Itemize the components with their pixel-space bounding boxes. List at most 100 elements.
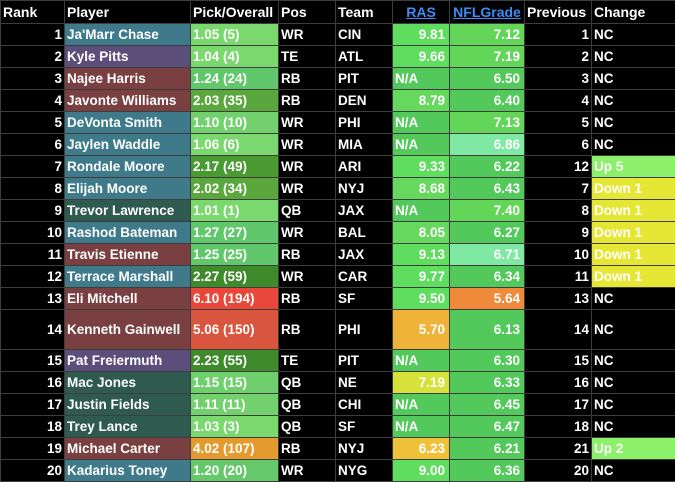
position-cell: QB xyxy=(278,199,336,222)
header-rank: Rank xyxy=(0,0,65,24)
previous-cell: 20 xyxy=(524,459,592,482)
ras-cell: 9.13 xyxy=(392,243,450,266)
table-row: 8 Elijah Moore 2.02 (34) WR NYJ 8.68 6.43 7 Down… xyxy=(0,177,675,200)
player-cell: Pat Freiermuth xyxy=(64,349,191,372)
position-cell: WR xyxy=(278,155,336,178)
pick-cell: 1.15 (15) xyxy=(190,371,279,394)
previous-cell: 14 xyxy=(524,309,592,350)
previous-cell: 16 xyxy=(524,371,592,394)
ras-cell: N/A xyxy=(392,199,450,222)
player-cell: Rondale Moore xyxy=(64,155,191,178)
header-player: Player xyxy=(64,0,191,24)
rank-cell: 18 xyxy=(0,415,65,438)
pick-cell: 1.01 (1) xyxy=(190,199,279,222)
pick-cell: 6.10 (194) xyxy=(190,287,279,310)
nflgrade-cell: 6.86 xyxy=(449,133,525,156)
player-cell: DeVonta Smith xyxy=(64,111,191,134)
team-cell: CIN xyxy=(335,23,393,46)
change-cell: NC xyxy=(591,459,675,482)
team-cell: PHI xyxy=(335,111,393,134)
table-row: 4 Javonte Williams 2.03 (35) RB DEN 8.79 6.40 4… xyxy=(0,89,675,112)
previous-cell: 9 xyxy=(524,221,592,244)
position-cell: QB xyxy=(278,415,336,438)
team-cell: NYJ xyxy=(335,437,393,460)
player-cell: Justin Fields xyxy=(64,393,191,416)
player-cell: Ja'Marr Chase xyxy=(64,23,191,46)
nflgrade-cell: 6.47 xyxy=(449,415,525,438)
table-row: 12 Terrace Marshall 2.27 (59) WR CAR 9.77 6.34… xyxy=(0,265,675,288)
nflgrade-cell: 6.45 xyxy=(449,393,525,416)
table-row: 20 Kadarius Toney 1.20 (20) WR NYG 9.00 6.36 20… xyxy=(0,459,675,482)
table-row: 17 Justin Fields 1.11 (11) QB CHI N/A 6.45 17 NC xyxy=(0,393,675,416)
player-cell: Kadarius Toney xyxy=(64,459,191,482)
nflgrade-cell: 6.34 xyxy=(449,265,525,288)
header-team: Team xyxy=(335,0,393,24)
ras-cell: 9.81 xyxy=(392,23,450,46)
header-nflgrade-link[interactable]: NFLGrade xyxy=(449,0,525,24)
nflgrade-cell: 6.50 xyxy=(449,67,525,90)
change-cell: NC xyxy=(591,89,675,112)
player-cell: Eli Mitchell xyxy=(64,287,191,310)
change-cell: NC xyxy=(591,287,675,310)
change-cell: Down 1 xyxy=(591,199,675,222)
nflgrade-cell: 6.40 xyxy=(449,89,525,112)
table-row: 11 Travis Etienne 1.25 (25) RB JAX 9.13 6.71 10… xyxy=(0,243,675,266)
table-row: 6 Jaylen Waddle 1.06 (6) WR MIA N/A 6.86 6 NC xyxy=(0,133,675,156)
team-cell: PIT xyxy=(335,349,393,372)
previous-cell: 17 xyxy=(524,393,592,416)
rank-cell: 16 xyxy=(0,371,65,394)
pick-cell: 1.03 (3) xyxy=(190,415,279,438)
table-row: 1 Ja'Marr Chase 1.05 (5) WR CIN 9.81 7.12 1 NC xyxy=(0,23,675,46)
player-cell: Rashod Bateman xyxy=(64,221,191,244)
team-cell: JAX xyxy=(335,199,393,222)
position-cell: RB xyxy=(278,89,336,112)
rank-cell: 2 xyxy=(0,45,65,68)
header-previous: Previous xyxy=(524,0,592,24)
pick-cell: 4.02 (107) xyxy=(190,437,279,460)
position-cell: RB xyxy=(278,309,336,350)
nflgrade-cell: 6.43 xyxy=(449,177,525,200)
pick-cell: 1.25 (25) xyxy=(190,243,279,266)
rank-cell: 19 xyxy=(0,437,65,460)
pick-cell: 1.11 (11) xyxy=(190,393,279,416)
ras-cell: N/A xyxy=(392,349,450,372)
previous-cell: 15 xyxy=(524,349,592,372)
change-cell: Down 1 xyxy=(591,177,675,200)
nflgrade-cell: 6.36 xyxy=(449,459,525,482)
position-cell: WR xyxy=(278,133,336,156)
player-cell: Najee Harris xyxy=(64,67,191,90)
previous-cell: 2 xyxy=(524,45,592,68)
previous-cell: 12 xyxy=(524,155,592,178)
team-cell: ARI xyxy=(335,155,393,178)
rankings-body: 1 Ja'Marr Chase 1.05 (5) WR CIN 9.81 7.12 1 NC 2 K… xyxy=(0,23,675,482)
nflgrade-cell: 5.64 xyxy=(449,287,525,310)
rank-cell: 15 xyxy=(0,349,65,372)
position-cell: WR xyxy=(278,23,336,46)
change-cell: Up 5 xyxy=(591,155,675,178)
position-cell: WR xyxy=(278,177,336,200)
team-cell: PIT xyxy=(335,67,393,90)
pick-cell: 1.27 (27) xyxy=(190,221,279,244)
ras-cell: N/A xyxy=(392,133,450,156)
position-cell: QB xyxy=(278,371,336,394)
team-cell: NYJ xyxy=(335,177,393,200)
rank-cell: 3 xyxy=(0,67,65,90)
player-cell: Jaylen Waddle xyxy=(64,133,191,156)
rank-cell: 4 xyxy=(0,89,65,112)
change-cell: Down 1 xyxy=(591,243,675,266)
team-cell: BAL xyxy=(335,221,393,244)
rank-cell: 11 xyxy=(0,243,65,266)
position-cell: RB xyxy=(278,243,336,266)
ras-cell: 9.77 xyxy=(392,265,450,288)
position-cell: WR xyxy=(278,111,336,134)
header-ras-link[interactable]: RAS xyxy=(392,0,450,24)
pick-cell: 2.03 (35) xyxy=(190,89,279,112)
table-row: 9 Trevor Lawrence 1.01 (1) QB JAX N/A 7.40 8 Dow… xyxy=(0,199,675,222)
table-row: 2 Kyle Pitts 1.04 (4) TE ATL 9.66 7.19 2 NC xyxy=(0,45,675,68)
table-row: 19 Michael Carter 4.02 (107) RB NYJ 6.23 6.21 2… xyxy=(0,437,675,460)
change-cell: NC xyxy=(591,415,675,438)
ras-cell: 8.79 xyxy=(392,89,450,112)
previous-cell: 8 xyxy=(524,199,592,222)
rank-cell: 17 xyxy=(0,393,65,416)
previous-cell: 1 xyxy=(524,23,592,46)
